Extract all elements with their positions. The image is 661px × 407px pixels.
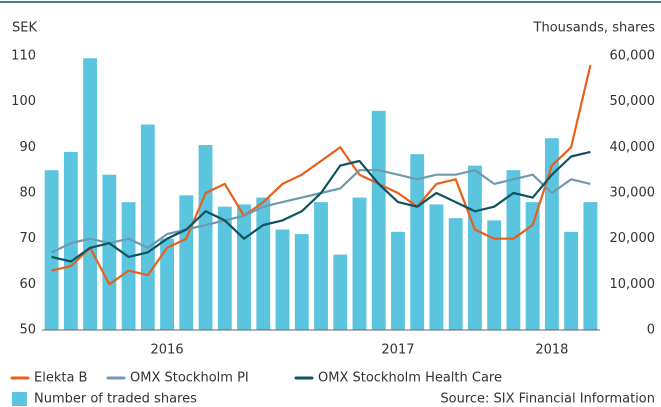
bar: [160, 238, 174, 330]
bar: [179, 195, 194, 330]
y2-tick-label: 20,000: [610, 231, 656, 246]
bar: [564, 231, 579, 330]
bar: [468, 165, 482, 330]
bar: [121, 202, 136, 330]
bar: [391, 231, 405, 330]
y-tick-label: 110: [11, 49, 36, 64]
bar: [83, 58, 98, 331]
bar: [544, 138, 559, 330]
x-tick-label: 2018: [535, 343, 568, 358]
y2-tick-label: 50,000: [610, 94, 656, 109]
bar: [506, 170, 521, 330]
legend-swatch: [12, 392, 27, 406]
bar: [63, 151, 78, 330]
bar: [525, 202, 540, 330]
y-tick-label: 100: [11, 94, 36, 109]
bar: [314, 202, 328, 330]
x-tick-label: 2016: [151, 343, 184, 358]
y-tick-label: 70: [19, 231, 36, 246]
y2-axis-label: Thousands, shares: [533, 21, 656, 36]
bar: [371, 110, 386, 330]
bar: [583, 202, 598, 330]
y-tick-label: 50: [19, 323, 36, 338]
bar: [217, 206, 232, 330]
legend-label: Number of traded shares: [34, 392, 197, 407]
bar: [198, 145, 213, 330]
source-note: Source: SIX Financial Information: [440, 392, 655, 407]
bar: [102, 174, 117, 330]
y2-tick-label: 30,000: [610, 186, 656, 201]
bar: [333, 254, 348, 330]
bar: [294, 234, 309, 330]
legend-label: OMX Stockholm Health Care: [318, 371, 502, 386]
y-tick-label: 60: [19, 277, 36, 292]
y2-tick-label: 0: [647, 323, 655, 338]
bar: [140, 124, 155, 330]
line-series: [51, 64, 592, 286]
legend-label: Elekta B: [34, 371, 87, 386]
bar: [410, 154, 425, 330]
y2-tick-label: 40,000: [610, 140, 656, 155]
bar: [275, 229, 290, 330]
bar: [237, 204, 251, 330]
line-series: [51, 150, 591, 263]
legend-label: OMX Stockholm PI: [130, 371, 249, 386]
bar: [487, 220, 502, 330]
bar: [352, 197, 367, 330]
y-axis-label: SEK: [12, 21, 37, 36]
y-tick-label: 80: [19, 186, 36, 201]
bar: [448, 218, 463, 330]
bar: [429, 204, 444, 330]
x-tick-label: 2017: [381, 343, 414, 358]
y2-tick-label: 60,000: [610, 49, 656, 64]
bar: [44, 170, 59, 330]
bar: [256, 197, 271, 330]
y-tick-label: 90: [19, 140, 36, 155]
y2-tick-label: 10,000: [610, 277, 656, 292]
